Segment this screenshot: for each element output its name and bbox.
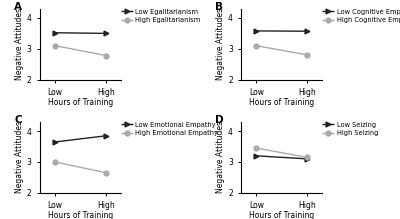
High Emotional Empathy — [104, 171, 108, 174]
High Seizing — [305, 156, 310, 159]
Line: High Emotional Empathy: High Emotional Empathy — [53, 159, 108, 175]
Low Egalitarianism — [104, 32, 108, 35]
Line: Low Seizing: Low Seizing — [254, 153, 310, 161]
X-axis label: Hours of Training: Hours of Training — [48, 98, 113, 107]
High Cognitive Empathy — [305, 54, 310, 56]
Legend: Low Seizing, High Seizing: Low Seizing, High Seizing — [322, 122, 378, 136]
Legend: Low Egalitarianism, High Egalitarianism: Low Egalitarianism, High Egalitarianism — [121, 9, 201, 23]
High Egalitarianism — [104, 54, 108, 57]
Legend: Low Cognitive Empathy, High Cognitive Empathy: Low Cognitive Empathy, High Cognitive Em… — [322, 9, 400, 23]
Y-axis label: Negative Attitudes: Negative Attitudes — [15, 8, 24, 80]
Low Cognitive Empathy — [254, 30, 259, 32]
High Seizing — [254, 147, 259, 149]
Line: Low Egalitarianism: Low Egalitarianism — [53, 30, 108, 36]
Legend: Low Emotional Empathy, High Emotional Empathy: Low Emotional Empathy, High Emotional Em… — [121, 122, 218, 136]
X-axis label: Hours of Training: Hours of Training — [48, 211, 113, 219]
Line: High Egalitarianism: High Egalitarianism — [53, 43, 108, 58]
Y-axis label: Negative Attitudes: Negative Attitudes — [216, 121, 225, 193]
Low Seizing — [254, 154, 259, 157]
X-axis label: Hours of Training: Hours of Training — [249, 98, 314, 107]
Text: A: A — [14, 2, 22, 12]
Line: High Seizing: High Seizing — [254, 146, 310, 160]
Low Cognitive Empathy — [305, 30, 310, 33]
Low Emotional Empathy — [104, 134, 108, 137]
High Egalitarianism — [53, 44, 58, 47]
X-axis label: Hours of Training: Hours of Training — [249, 211, 314, 219]
Line: High Cognitive Empathy: High Cognitive Empathy — [254, 43, 310, 57]
High Cognitive Empathy — [254, 44, 259, 47]
Line: Low Cognitive Empathy: Low Cognitive Empathy — [254, 28, 310, 34]
Text: C: C — [14, 115, 22, 125]
Line: Low Emotional Empathy: Low Emotional Empathy — [53, 133, 108, 144]
Y-axis label: Negative Attitudes: Negative Attitudes — [216, 8, 225, 80]
Low Emotional Empathy — [53, 141, 58, 143]
Text: B: B — [215, 2, 223, 12]
Text: D: D — [215, 115, 224, 125]
High Emotional Empathy — [53, 161, 58, 163]
Low Egalitarianism — [53, 32, 58, 34]
Low Seizing — [305, 157, 310, 160]
Y-axis label: Negative Attitudes: Negative Attitudes — [15, 121, 24, 193]
